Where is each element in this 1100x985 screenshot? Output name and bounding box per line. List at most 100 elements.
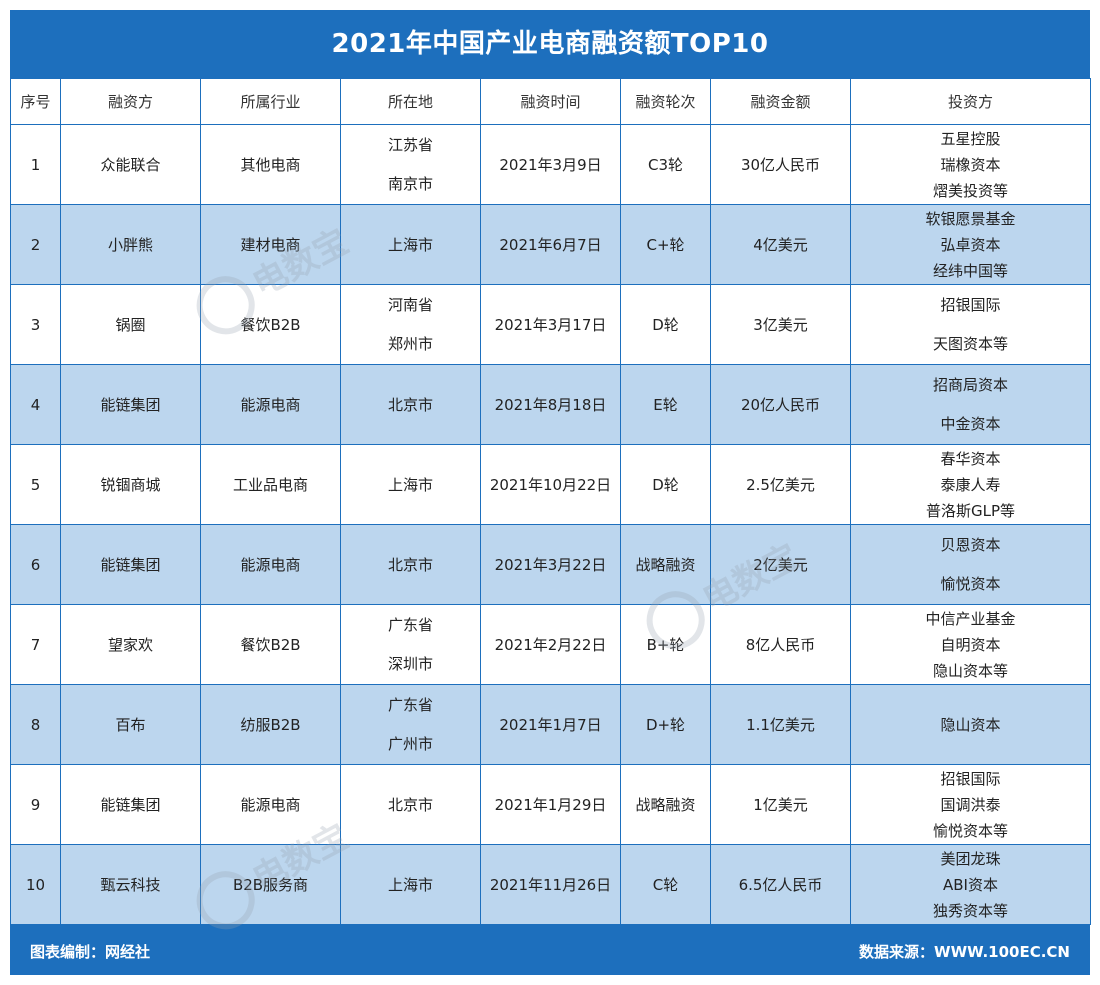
cell-date: 2021年3月22日	[480, 524, 621, 605]
cell-investors: 软银愿景基金 弘卓资本 经纬中国等	[850, 204, 1091, 285]
table-row: 4 能链集团 能源电商 北京市 2021年8月18日 E轮 20亿人民币 招商局资本 中金资本	[10, 364, 1091, 445]
cell-no: 8	[10, 684, 61, 765]
cell-investors: 春华资本泰康人寿普洛斯GLP等	[850, 444, 1091, 525]
cell-line: 上海市	[387, 475, 433, 494]
cell-industry: 餐饮B2B	[200, 284, 341, 365]
cell-date: 2021年8月18日	[480, 364, 621, 445]
cell-round: C+轮	[620, 204, 711, 285]
col-header-amount: 融资金额	[710, 78, 851, 125]
cell-date: 2021年1月29日	[480, 764, 621, 845]
table-row: 10 甄云科技 B2B服务商 上海市 2021年11月26日 C轮 6.5亿人民币 美团龙珠 A…	[10, 844, 1091, 925]
cell-line: 天图资本等	[932, 334, 1008, 353]
table-header-row: 序号 融资方 所属行业 所在地 融资时间 融资轮次 融资金额 投资方	[10, 78, 1091, 125]
cell-line: 泰康人寿	[940, 475, 1001, 494]
cell-line: 美团龙珠	[940, 849, 1001, 868]
cell-round: D+轮	[620, 684, 711, 765]
cell-line: 独秀资本等	[932, 901, 1008, 920]
cell-line: 广东省	[387, 615, 433, 634]
financing-table: 序号 融资方 所属行业 所在地 融资时间 融资轮次 融资金额 投资方 1 众能联合…	[10, 78, 1091, 925]
cell-no: 3	[10, 284, 61, 365]
cell-investors: 招商局资本 中金资本	[850, 364, 1091, 445]
cell-round: 战略融资	[620, 764, 711, 845]
cell-location: 江苏省 南京市	[340, 124, 481, 205]
cell-location: 广东省 广州市	[340, 684, 481, 765]
cell-line: 广州市	[387, 734, 433, 753]
table-row: 1 众能联合 其他电商 江苏省 南京市 2021年3月9日 C3轮 30亿人民币 五星控股 瑞橡资…	[10, 124, 1091, 205]
cell-date: 2021年10月22日	[480, 444, 621, 525]
cell-line: 北京市	[387, 795, 433, 814]
cell-round: B+轮	[620, 604, 711, 685]
cell-line: 普洛斯GLP等	[925, 501, 1016, 520]
table-row: 5 锐锢商城 工业品电商 上海市 2021年10月22日 D轮 2.5亿美元 春华资本 泰康人寿…	[10, 444, 1091, 525]
cell-line: 上海市	[387, 875, 433, 894]
table-row: 8 百布 纺服B2B 广东省 广州市 2021年1月7日 D+轮 1.1亿美元 隐山资本	[10, 684, 1091, 765]
cell-industry: 能源电商	[200, 524, 341, 605]
cell-location: 广东省 深圳市	[340, 604, 481, 685]
col-header-company: 融资方	[60, 78, 201, 125]
cell-amount: 2.5亿美元	[710, 444, 851, 525]
cell-round: C3轮	[620, 124, 711, 205]
cell-investors: 隐山资本	[850, 684, 1091, 765]
col-header-date: 融资时间	[480, 78, 621, 125]
cell-location: 北京市	[340, 524, 481, 605]
cell-investors: 美团龙珠 ABI资本 独秀资本等	[850, 844, 1091, 925]
cell-location: 上海市	[340, 844, 481, 925]
table-row: 9 能链集团 能源电商 北京市 2021年1月29日 战略融资 1亿美元 招银国际 国调洪泰 愉悦…	[10, 764, 1091, 845]
cell-industry: 纺服B2B	[200, 684, 341, 765]
cell-round: C轮	[620, 844, 711, 925]
cell-industry: 建材电商	[200, 204, 341, 285]
cell-date: 2021年11月26日	[480, 844, 621, 925]
cell-investors: 招银国际 国调洪泰 愉悦资本等	[850, 764, 1091, 845]
cell-no: 6	[10, 524, 61, 605]
footer: 图表编制：网经社 数据来源：WWW.100EC.CN	[10, 930, 1090, 975]
cell-line: 隐山资本	[940, 715, 1001, 734]
cell-amount: 20亿人民币	[710, 364, 851, 445]
cell-line: 招银国际	[940, 295, 1001, 314]
cell-line: 招银国际	[940, 769, 1001, 788]
cell-investors: 中信产业基金 自明资本 隐山资本等	[850, 604, 1091, 685]
footer-compiler: 图表编制：网经社	[30, 943, 151, 961]
cell-date: 2021年6月7日	[480, 204, 621, 285]
cell-location: 河南省 郑州市	[340, 284, 481, 365]
report-frame: 2021年中国产业电商融资额TOP10 序号 融资方 所属行业 所在地 融资时间…	[10, 10, 1091, 975]
cell-location: 北京市	[340, 364, 481, 445]
table-row: 6 能链集团 能源电商 北京市 2021年3月22日 战略融资 2亿美元 贝恩资本 愉悦资本	[10, 524, 1091, 605]
col-header-investors: 投资方	[850, 78, 1091, 125]
cell-line: 广东省	[387, 695, 433, 714]
cell-investors: 五星控股 瑞橡资本 熠美投资等	[850, 124, 1091, 205]
cell-line: 北京市	[387, 395, 433, 414]
cell-industry: 工业品电商	[200, 444, 341, 525]
table-row: 7 望家欢 餐饮B2B 广东省 深圳市 2021年2月22日 B+轮 8亿人民币 中信产业基金自…	[10, 604, 1091, 685]
cell-investors: 贝恩资本 愉悦资本	[850, 524, 1091, 605]
cell-no: 2	[10, 204, 61, 285]
cell-company: 望家欢	[60, 604, 201, 685]
cell-company: 能链集团	[60, 764, 201, 845]
cell-industry: 餐饮B2B	[200, 604, 341, 685]
table-row: 3 锅圈 餐饮B2B 河南省 郑州市 2021年3月17日 D轮 3亿美元 招银国际 天图资本等	[10, 284, 1091, 365]
cell-amount: 2亿美元	[710, 524, 851, 605]
cell-line: 春华资本	[940, 449, 1001, 468]
cell-company: 能链集团	[60, 364, 201, 445]
cell-line: 五星控股	[940, 129, 1001, 148]
cell-date: 2021年3月17日	[480, 284, 621, 365]
cell-round: 战略融资	[620, 524, 711, 605]
cell-industry: B2B服务商	[200, 844, 341, 925]
cell-line: 郑州市	[387, 334, 433, 353]
cell-line: 江苏省	[387, 135, 433, 154]
cell-line: 隐山资本等	[932, 661, 1008, 680]
cell-line: 自明资本	[940, 635, 1001, 654]
cell-line: 愉悦资本	[940, 574, 1001, 593]
page-title: 2021年中国产业电商融资额TOP10	[331, 29, 769, 59]
cell-location: 上海市	[340, 204, 481, 285]
col-header-round: 融资轮次	[620, 78, 711, 125]
cell-amount: 6.5亿人民币	[710, 844, 851, 925]
cell-company: 锐锢商城	[60, 444, 201, 525]
cell-line: 深圳市	[387, 654, 433, 673]
cell-no: 4	[10, 364, 61, 445]
cell-line: 上海市	[387, 235, 433, 254]
cell-amount: 1.1亿美元	[710, 684, 851, 765]
cell-amount: 30亿人民币	[710, 124, 851, 205]
cell-line: 软银愿景基金	[925, 209, 1016, 228]
cell-line: 北京市	[387, 555, 433, 574]
cell-line: 瑞橡资本	[940, 155, 1001, 174]
